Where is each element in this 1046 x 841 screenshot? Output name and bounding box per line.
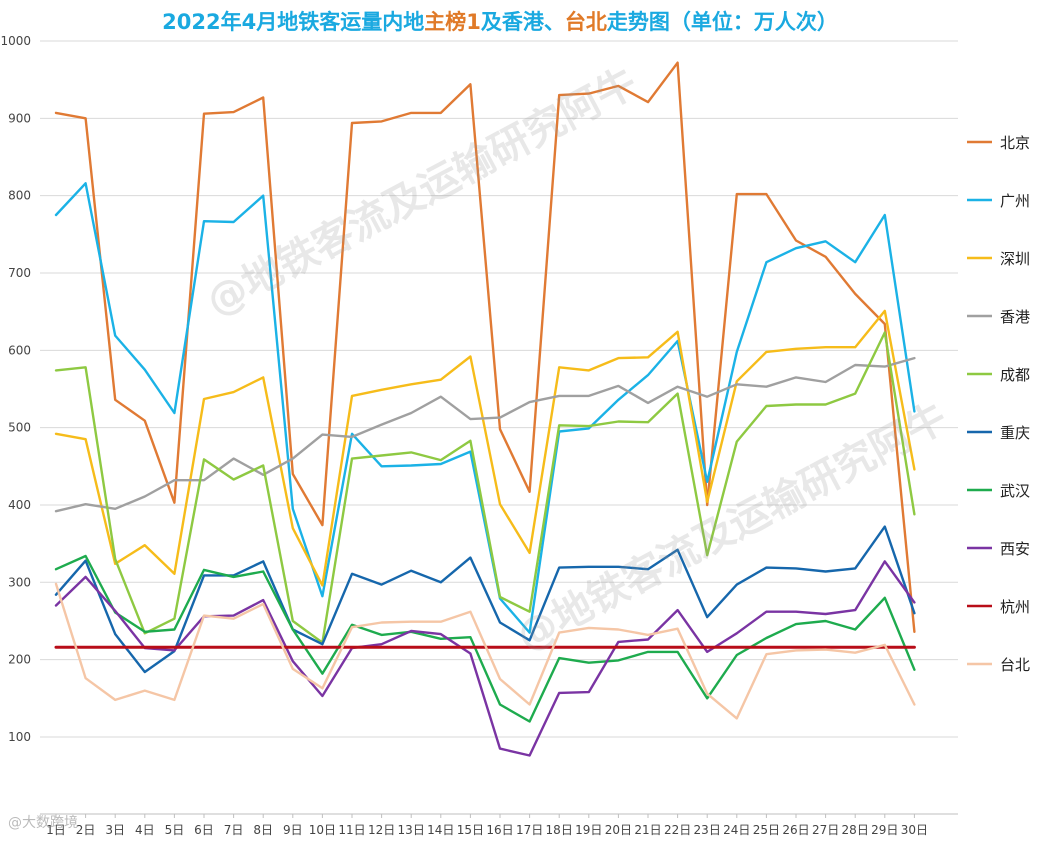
x-tick-label: 22日: [664, 823, 691, 837]
series-line-9: [54, 582, 916, 720]
legend-label-0: 北京: [1000, 134, 1030, 152]
x-tick-label: 19日: [575, 823, 602, 837]
title-part-5: 走势图（单位：万人次）: [606, 10, 838, 34]
y-tick-label: 700: [8, 266, 31, 280]
x-tick-label: 26日: [782, 823, 809, 837]
legend-label-4: 成都: [1000, 366, 1030, 384]
legend-label-2: 深圳: [1000, 250, 1030, 268]
x-tick-label: 2日: [76, 823, 96, 837]
x-tick-label: 20日: [605, 823, 632, 837]
x-tick-label: 17日: [516, 823, 543, 837]
y-tick-label: 500: [8, 421, 31, 435]
x-tick-label: 15日: [457, 823, 484, 837]
x-tick-label: 12日: [368, 823, 395, 837]
x-tick-label: 16日: [486, 823, 513, 837]
x-tick-label: 5日: [165, 823, 185, 837]
x-tick-label: 1日: [46, 823, 66, 837]
x-tick-label: 4日: [135, 823, 155, 837]
series-line-6: [54, 554, 916, 723]
x-tick-label: 29日: [871, 823, 898, 837]
y-axis: 100 200 300 400 500 600 700 800 900 1000: [0, 34, 31, 744]
title-part-1: 2022年4月地铁客运量内地: [162, 10, 425, 34]
series-line-2: [54, 309, 916, 587]
title-part-3: 及香港、: [480, 10, 565, 34]
x-tick-label: 27日: [812, 823, 839, 837]
series-line-0: [54, 61, 916, 633]
series-line-4: [54, 331, 916, 644]
x-tick-label: 28日: [842, 823, 869, 837]
y-tick-label: 1000: [0, 34, 31, 48]
x-tick-label: 13日: [398, 823, 425, 837]
legend-label-1: 广州: [1000, 192, 1030, 210]
x-tick-label: 3日: [105, 823, 125, 837]
legend-label-8: 杭州: [1000, 598, 1030, 616]
y-tick-label: 200: [8, 653, 31, 667]
x-tick-label: 25日: [753, 823, 780, 837]
x-tick-label: 21日: [634, 823, 661, 837]
x-tick-label: 11日: [338, 823, 365, 837]
y-tick-label: 800: [8, 189, 31, 203]
x-axis: 1日 2日 3日 4日 5日 6日 7日 8日 9日 10日 11日 12日 13日 14日 15日 16日 1…: [40, 813, 958, 837]
x-tick-label: 14日: [427, 823, 454, 837]
legend-label-5: 重庆: [1000, 424, 1030, 442]
series-line-7: [54, 560, 916, 757]
y-tick-label: 100: [8, 730, 31, 744]
series-layer: [54, 61, 916, 757]
y-tick-label: 900: [8, 111, 31, 125]
legend-label-6: 武汉: [1000, 482, 1030, 500]
x-tick-label: 23日: [694, 823, 721, 837]
x-tick-label: 6日: [194, 823, 214, 837]
y-tick-label: 600: [8, 343, 31, 357]
x-tick-label: 18日: [546, 823, 573, 837]
y-tick-label: 300: [8, 575, 31, 589]
chart-title: 2022年4月地铁客运量内地主榜1及香港、台北走势图（单位：万人次）: [0, 6, 1000, 36]
legend-label-7: 西安: [1000, 540, 1030, 558]
x-tick-label: 30日: [901, 823, 928, 837]
legend-label-9: 台北: [1000, 656, 1030, 674]
title-part-4: 台北: [564, 10, 607, 34]
y-tick-label: 400: [8, 498, 31, 512]
x-tick-label: 10日: [309, 823, 336, 837]
series-line-5: [54, 525, 916, 674]
legend-label-3: 香港: [1000, 308, 1030, 326]
x-tick-label: 9日: [283, 823, 303, 837]
grid-layer: [40, 40, 958, 738]
title-part-2: 主榜1: [424, 10, 481, 34]
watermark-bottom: @大数跨境: [8, 815, 78, 831]
x-tick-label: 24日: [723, 823, 750, 837]
x-tick-label: 7日: [224, 823, 244, 837]
x-tick-label: 8日: [253, 823, 273, 837]
